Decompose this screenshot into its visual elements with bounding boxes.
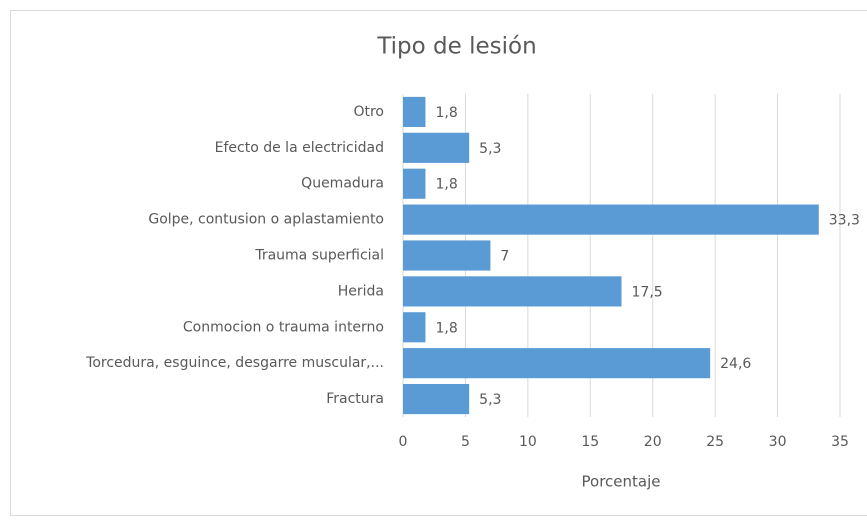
x-tick-label: 30 (769, 434, 787, 450)
data-label: 5,3 (479, 392, 501, 408)
data-label: 7 (500, 249, 509, 265)
bar (403, 276, 622, 307)
data-label: 1,8 (435, 320, 457, 336)
x-tick-label: 35 (831, 434, 849, 450)
data-label: 33,3 (829, 213, 860, 229)
y-tick-label: Fractura (326, 391, 384, 407)
x-tick-label: 5 (461, 434, 470, 450)
x-tick-label: 10 (519, 434, 537, 450)
bar (403, 168, 426, 199)
data-label: 5,3 (479, 141, 501, 157)
y-tick-label: Quemadura (301, 176, 384, 192)
bar (403, 132, 470, 163)
chart-title: Tipo de lesión (376, 34, 536, 60)
data-label: 24,6 (720, 356, 751, 372)
x-tick-label: 15 (581, 434, 599, 450)
bar (403, 204, 819, 235)
y-tick-label: Efecto de la electricidad (215, 140, 384, 156)
y-tick-label: Torcedura, esguince, desgarre muscular,.… (85, 355, 384, 371)
x-axis-title: Porcentaje (582, 473, 661, 491)
bar (403, 383, 470, 415)
y-tick-label: Trauma superficial (254, 248, 384, 264)
bar (403, 240, 491, 271)
data-label: 17,5 (632, 284, 663, 300)
y-tick-label: Golpe, contusion o aplastamiento (148, 212, 384, 228)
bar (403, 348, 711, 379)
bar (403, 96, 426, 128)
y-tick-label: Conmocion o trauma interno (183, 319, 384, 335)
y-tick-label: Herida (338, 283, 384, 299)
data-label: 1,8 (435, 177, 457, 193)
x-tick-label: 20 (644, 434, 662, 450)
y-tick-label: Otro (353, 104, 384, 120)
data-label: 1,8 (435, 105, 457, 121)
x-tick-label: 0 (399, 434, 408, 450)
x-tick-label: 25 (706, 434, 724, 450)
bar (403, 312, 426, 343)
